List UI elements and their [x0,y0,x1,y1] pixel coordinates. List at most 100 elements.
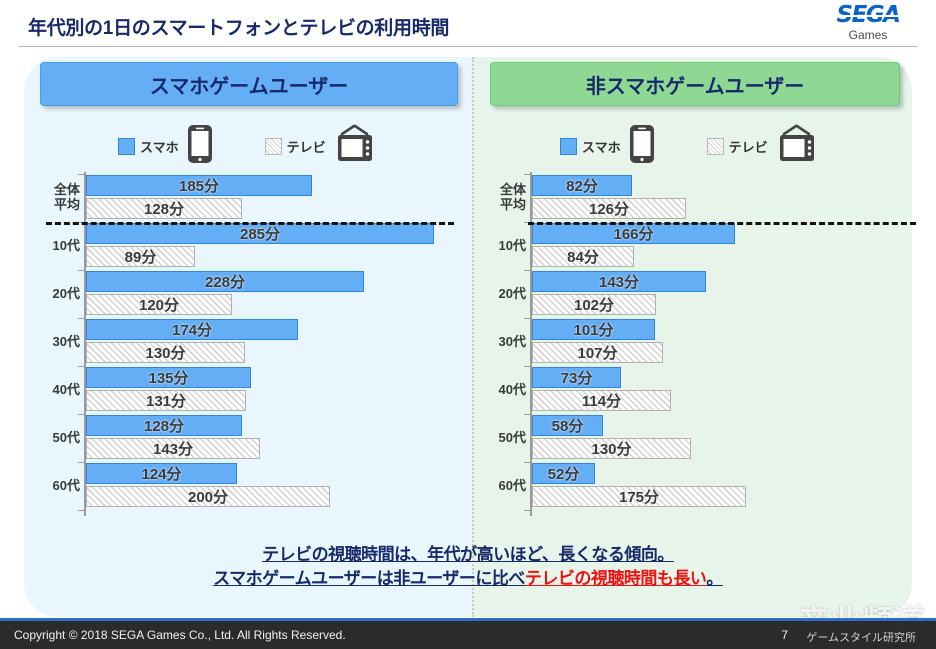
registered-trademark-icon: ® [890,7,896,14]
chart-row: 50代 128分 143分 [36,414,446,462]
chart-row-label-line: 40代 [498,381,526,397]
bar-value-label: 285分 [239,226,281,243]
chart-row-label: 40代 [482,366,526,414]
bar-value-label: 120分 [138,297,180,314]
bar-smartphone: 228分 [86,271,364,292]
legend-left: スマホ テレビ [118,124,376,168]
bar-smartphone: 82分 [532,175,632,196]
axis-tick [524,414,530,415]
legend-item-television: テレビ [264,124,376,169]
legend-swatch-television-icon [264,137,282,155]
bar-television: 102分 [532,294,656,315]
legend-label-television: テレビ [286,139,326,155]
chart-row: 60代 52分 175分 [482,462,892,510]
bar-smartphone: 135分 [86,367,251,388]
axis-tick [524,222,530,223]
axis-tick [524,270,530,271]
average-divider-right [528,222,916,225]
chart-row-label: 30代 [482,318,526,366]
chart-row-label: 全体 平均 [36,174,80,222]
chart-row: 全体 平均 82分 126分 [482,174,892,222]
legend-swatch-smartphone-icon [118,137,135,155]
footer-bar: Copyright © 2018 SEGA Games Co., Ltd. Al… [0,621,936,649]
chart-row-label: 20代 [482,270,526,318]
chart-row-bars: 58分 130分 [532,415,691,459]
chart-row-label: 10代 [36,222,80,270]
chart-row: 全体 平均 185分 128分 [36,174,446,222]
bar-value-label: 58分 [551,418,584,435]
sega-logo-subtitle: Games [848,28,888,42]
chart-row-label-line: 平均 [53,197,80,212]
chart-row-label-line: 30代 [52,333,80,349]
axis-tick [524,462,530,463]
chart-row-label-line: 60代 [52,477,80,493]
axis-tick [78,174,84,175]
chart-row-label-line: 50代 [52,429,80,445]
bar-value-label: 82分 [566,178,598,195]
chart-row: 40代 73分 114分 [482,366,892,414]
bar-television: 84分 [532,246,634,267]
legend-item-television: テレビ [706,124,818,169]
legend-swatch-television-icon [706,137,724,155]
chart-row-bars: 73分 114分 [532,367,671,411]
header-divider [18,46,918,47]
bar-television: 200分 [86,486,330,507]
axis-tick [524,174,530,175]
television-icon [334,124,376,169]
bar-smartphone: 58分 [532,415,603,436]
chart-row: 40代 135分 131分 [36,366,446,414]
chart-row-bars: 166分 84分 [532,223,735,267]
caption-line-2-prefix: スマホゲームユーザーは非ユーザーに比べ [213,569,525,589]
legend-swatch-smartphone-icon [560,137,577,155]
bar-smartphone: 101分 [532,319,655,340]
footer-accent-rule [0,618,936,621]
chart-row-label-line: 20代 [52,285,80,301]
caption-line-2: スマホゲームユーザーは非ユーザーに比べテレビの視聴時間も長い。 [0,567,936,591]
chart-row-label-line: 平均 [499,197,526,212]
chart-row-label: 全体 平均 [482,174,526,222]
bar-television: 128分 [86,198,242,219]
caption-line-1: テレビの視聴時間は、年代が高いほど、長くなる傾向。 [0,543,936,567]
chart-row-label-line: 30代 [498,333,526,349]
chart-row-label: 50代 [36,414,80,462]
axis-tick [78,270,84,271]
bar-smartphone: 52分 [532,463,595,484]
chart-row: 30代 101分 107分 [482,318,892,366]
bar-value-label: 174分 [171,322,213,339]
footer-copyright: Copyright © 2018 SEGA Games Co., Ltd. Al… [14,628,346,642]
bar-television: 114分 [532,390,671,411]
bar-television: 126分 [532,198,686,219]
sega-wordmark-text: SEGA [836,2,901,28]
bar-value-label: 166分 [613,226,654,243]
chart-row-label-line: 40代 [52,381,80,397]
bar-television: 120分 [86,294,232,315]
bar-value-label: 128分 [143,418,185,435]
chart-row-label-line: 20代 [498,285,526,301]
chart-row-bars: 101分 107分 [532,319,663,363]
bar-television: 175分 [532,486,746,507]
chart-row-label-line: 10代 [52,237,80,253]
legend-label-television: テレビ [728,139,768,155]
bar-value-label: 126分 [588,201,630,218]
bar-value-label: 107分 [577,345,618,362]
chart-row: 20代 143分 102分 [482,270,892,318]
bar-value-label: 52分 [547,466,580,483]
bar-smartphone: 124分 [86,463,237,484]
chart-row-label-line: 50代 [498,429,526,445]
chart-row-label: 60代 [36,462,80,510]
bar-value-label: 114分 [581,393,622,410]
chart-row-label-line: 全体 [499,182,526,198]
chart-row-label-line: 10代 [498,237,526,253]
smartphone-icon [187,124,213,169]
bar-smartphone: 73分 [532,367,621,388]
bar-value-label: 102分 [573,297,615,314]
bar-value-label: 143分 [152,441,194,458]
bar-value-label: 175分 [618,489,660,506]
bar-smartphone: 285分 [86,223,434,244]
chart-row-label: 60代 [482,462,526,510]
chart-row-bars: 128分 143分 [86,415,260,459]
bar-value-label: 124分 [141,466,182,483]
chart-row: 10代 285分 89分 [36,222,446,270]
bar-smartphone: 185分 [86,175,312,196]
bar-television: 130分 [86,342,245,363]
